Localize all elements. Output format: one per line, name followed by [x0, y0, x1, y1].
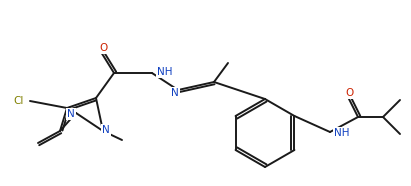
Text: N: N	[171, 88, 179, 98]
Text: N: N	[102, 125, 110, 135]
Text: O: O	[99, 43, 107, 53]
Text: O: O	[346, 88, 354, 98]
Text: NH: NH	[157, 67, 173, 77]
Text: Cl: Cl	[14, 96, 24, 106]
Text: NH: NH	[334, 128, 349, 138]
Text: N: N	[67, 109, 75, 119]
